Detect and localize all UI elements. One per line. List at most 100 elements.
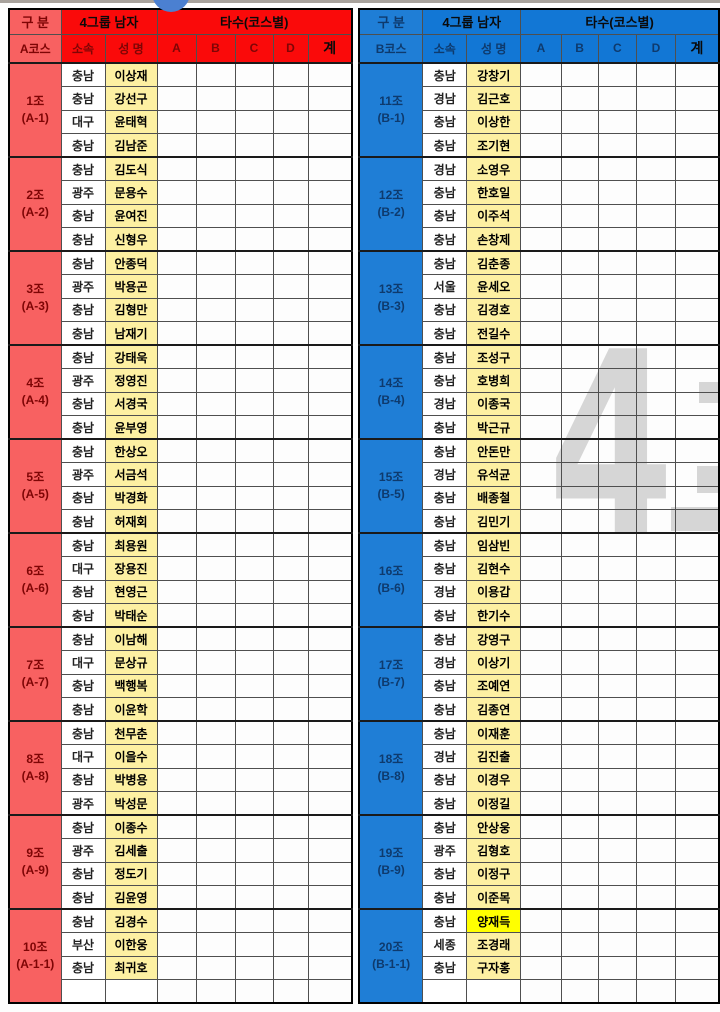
org-cell[interactable]: 경남 (422, 391, 468, 416)
name-cell[interactable]: 이종국 (466, 391, 522, 416)
stroke-cell[interactable] (307, 697, 353, 722)
group-cell[interactable]: 9조 (A-9) (8, 814, 62, 910)
stroke-cell[interactable] (520, 650, 562, 675)
stroke-cell[interactable] (520, 203, 562, 228)
stroke-cell[interactable] (195, 603, 236, 628)
name-cell[interactable]: 김도식 (104, 156, 158, 181)
stroke-cell[interactable] (156, 415, 197, 440)
stroke-cell[interactable] (234, 368, 274, 393)
stroke-cell[interactable] (234, 955, 274, 980)
org-cell[interactable]: 충남 (60, 62, 106, 87)
stroke-cell[interactable] (597, 109, 638, 134)
stroke-cell[interactable] (195, 908, 236, 933)
stroke-cell[interactable] (307, 509, 353, 534)
org-cell[interactable]: 충남 (60, 767, 106, 792)
stroke-cell[interactable] (307, 532, 353, 557)
stroke-cell[interactable] (597, 438, 638, 463)
stroke-cell[interactable] (234, 979, 274, 1004)
org-cell[interactable]: 광주 (60, 462, 106, 487)
stroke-cell[interactable] (156, 203, 197, 228)
stroke-cell[interactable] (560, 579, 599, 604)
stroke-cell[interactable] (560, 885, 599, 910)
stroke-cell[interactable] (636, 415, 676, 440)
stroke-cell[interactable] (234, 932, 274, 957)
name-cell[interactable]: 이준목 (466, 885, 522, 910)
stroke-cell[interactable] (597, 673, 638, 698)
stroke-cell[interactable] (234, 274, 274, 299)
stroke-cell[interactable] (560, 133, 599, 158)
name-cell[interactable]: 이재훈 (466, 720, 522, 745)
stroke-cell[interactable] (597, 532, 638, 557)
name-cell[interactable]: 김윤영 (104, 885, 158, 910)
stroke-cell[interactable] (272, 626, 309, 651)
stroke-cell[interactable] (234, 650, 274, 675)
org-cell[interactable]: 충남 (422, 908, 468, 933)
name-cell[interactable]: 이상재 (104, 62, 158, 87)
name-cell[interactable]: 이정구 (466, 861, 522, 886)
stroke-cell[interactable] (234, 86, 274, 111)
org-cell[interactable]: 충남 (60, 391, 106, 416)
stroke-cell[interactable] (597, 462, 638, 487)
stroke-cell[interactable] (272, 368, 309, 393)
group-cell[interactable]: 8조 (A-8) (8, 720, 62, 816)
stroke-cell[interactable] (272, 932, 309, 957)
stroke-cell[interactable] (674, 62, 720, 87)
stroke-cell[interactable] (307, 791, 353, 816)
selection-handle[interactable] (152, 0, 190, 12)
group-cell[interactable]: 15조 (B-5) (358, 438, 424, 534)
stroke-cell[interactable] (674, 861, 720, 886)
group-cell[interactable]: 18조 (B-8) (358, 720, 424, 816)
stroke-cell[interactable] (636, 720, 676, 745)
name-cell[interactable]: 윤태혁 (104, 109, 158, 134)
org-cell[interactable]: 경남 (422, 462, 468, 487)
stroke-cell[interactable] (234, 767, 274, 792)
stroke-cell[interactable] (636, 791, 676, 816)
stroke-cell[interactable] (560, 485, 599, 510)
stroke-cell[interactable] (636, 86, 676, 111)
stroke-cell[interactable] (195, 814, 236, 839)
stroke-cell[interactable] (234, 532, 274, 557)
stroke-cell[interactable] (560, 415, 599, 440)
stroke-cell[interactable] (520, 133, 562, 158)
name-cell[interactable]: 김남준 (104, 133, 158, 158)
stroke-cell[interactable] (272, 438, 309, 463)
stroke-cell[interactable] (156, 838, 197, 863)
stroke-cell[interactable] (636, 932, 676, 957)
stroke-cell[interactable] (636, 368, 676, 393)
name-cell[interactable]: 최귀호 (104, 955, 158, 980)
stroke-cell[interactable] (520, 626, 562, 651)
stroke-cell[interactable] (520, 838, 562, 863)
org-cell[interactable]: 충남 (422, 227, 468, 252)
stroke-cell[interactable] (272, 744, 309, 769)
org-cell[interactable]: 광주 (60, 838, 106, 863)
stroke-cell[interactable] (272, 62, 309, 87)
stroke-cell[interactable] (234, 62, 274, 87)
stroke-cell[interactable] (636, 485, 676, 510)
group-cell[interactable]: 2조 (A-2) (8, 156, 62, 252)
stroke-cell[interactable] (560, 603, 599, 628)
stroke-cell[interactable] (307, 86, 353, 111)
stroke-cell[interactable] (156, 485, 197, 510)
stroke-cell[interactable] (560, 556, 599, 581)
stroke-cell[interactable] (597, 227, 638, 252)
stroke-cell[interactable] (307, 462, 353, 487)
stroke-cell[interactable] (597, 767, 638, 792)
stroke-cell[interactable] (560, 861, 599, 886)
stroke-cell[interactable] (272, 109, 309, 134)
stroke-cell[interactable] (156, 767, 197, 792)
stroke-cell[interactable] (272, 838, 309, 863)
org-cell[interactable] (422, 979, 468, 1004)
org-cell[interactable]: 충남 (422, 532, 468, 557)
stroke-cell[interactable] (636, 227, 676, 252)
org-cell[interactable]: 충남 (60, 156, 106, 181)
stroke-cell[interactable] (560, 673, 599, 698)
stroke-cell[interactable] (520, 321, 562, 346)
org-cell[interactable]: 충남 (422, 321, 468, 346)
stroke-cell[interactable] (272, 344, 309, 369)
name-cell[interactable]: 김춘종 (466, 250, 522, 275)
stroke-cell[interactable] (674, 321, 720, 346)
stroke-cell[interactable] (307, 250, 353, 275)
stroke-cell[interactable] (307, 861, 353, 886)
stroke-cell[interactable] (234, 462, 274, 487)
name-cell[interactable]: 허재회 (104, 509, 158, 534)
